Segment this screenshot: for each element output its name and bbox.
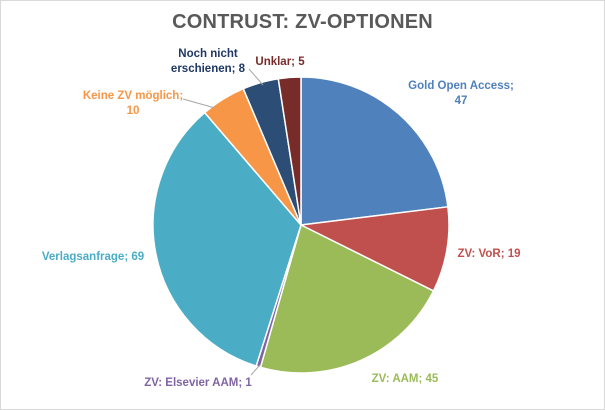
data-label-zv-elsevier-aam: ZV: Elsevier AAM; 1 xyxy=(144,377,252,389)
pie-slice-zv-aam xyxy=(259,224,435,374)
leader-line-noch-nicht-erschienen xyxy=(248,68,264,86)
pie-slice-zv-vor xyxy=(300,206,450,292)
data-label-zv-vor: ZV: VoR; 19 xyxy=(457,248,520,260)
data-labels: Gold Open Access; 47 ZV: VoR; 19 ZV: AAM; 4… xyxy=(42,48,521,389)
data-label-zv-aam: ZV: AAM; 45 xyxy=(372,373,439,385)
pie-slice-verlagsanfrage xyxy=(152,111,302,367)
chart-title: CONTRUST: ZV-OPTIONEN xyxy=(172,11,433,33)
leader-lines xyxy=(182,68,264,376)
pie-slice-gold-open-access xyxy=(300,76,449,226)
pie-slices xyxy=(152,76,450,374)
data-label-keine-zv-moeglich: Keine ZV möglich; 10 xyxy=(83,90,183,117)
data-label-noch-nicht-erschienen: Noch nicht erschienen; 8 xyxy=(171,48,246,75)
leader-line-keine-zv-moeglich xyxy=(182,98,216,109)
data-label-gold-open-access: Gold Open Access; 47 xyxy=(408,80,514,107)
data-label-verlagsanfrage: Verlagsanfrage; 69 xyxy=(42,251,144,263)
data-label-unklar: Unklar; 5 xyxy=(255,56,305,68)
pie-slice-unklar xyxy=(277,76,302,226)
leader-line-zv-elsevier-aam xyxy=(250,364,261,376)
